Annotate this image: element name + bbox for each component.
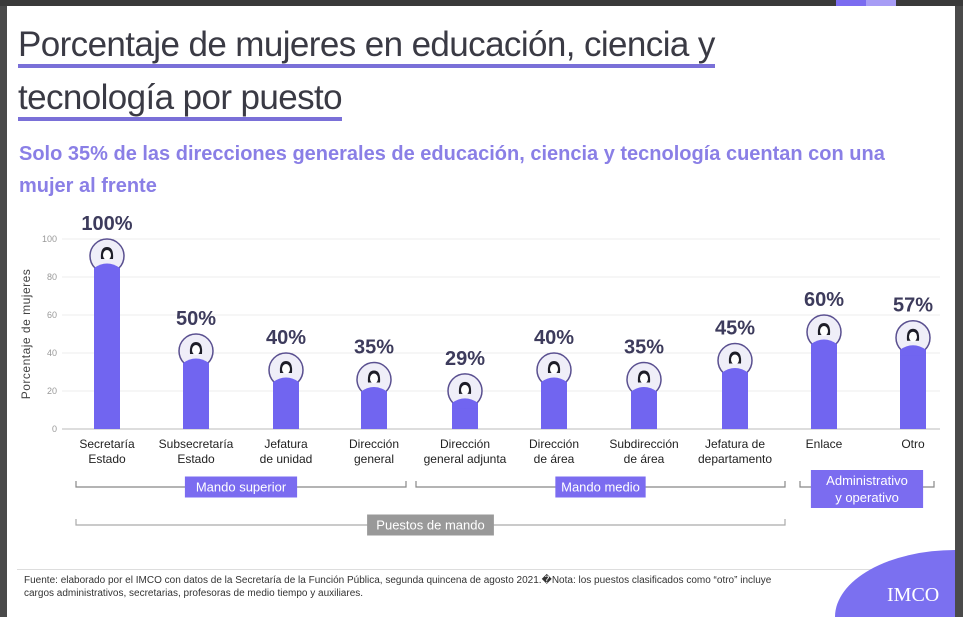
woman-face-icon xyxy=(282,364,290,374)
x-tick-label: Estado xyxy=(88,452,126,466)
bar xyxy=(94,260,120,429)
y-tick-label: 20 xyxy=(47,386,57,396)
x-tick-label: Dirección xyxy=(440,437,490,451)
footnote-line: Fuente: elaborado por el IMCO con datos … xyxy=(24,575,772,586)
x-tick-label: Otro xyxy=(901,437,925,451)
data-label: 57% xyxy=(893,295,933,317)
subtitle: Solo 35% de las direcciones generales de… xyxy=(19,143,885,197)
woman-face-icon xyxy=(550,364,558,374)
x-tick-label: Subsecretaría xyxy=(159,437,234,451)
data-label: 40% xyxy=(266,327,306,349)
x-tick-label: departamento xyxy=(698,452,772,466)
group-label: y operativo xyxy=(835,490,899,505)
bar-cap xyxy=(183,358,209,369)
x-tick-label: de unidad xyxy=(260,452,313,466)
bar-cap xyxy=(452,398,478,409)
group-label: Mando superior xyxy=(196,480,287,495)
group-label-box xyxy=(810,470,924,508)
group-label-box xyxy=(367,514,494,536)
x-tick-label: de área xyxy=(624,452,665,466)
y-tick-label: 100 xyxy=(42,234,57,244)
woman-face-icon xyxy=(370,373,378,384)
imco-logo: IMCO xyxy=(887,584,940,606)
footnote-line: cargos administrativos, secretarias, pro… xyxy=(24,588,364,599)
x-tick-label: Subdirección xyxy=(609,437,678,451)
data-label: 29% xyxy=(445,348,485,370)
data-label: 35% xyxy=(354,337,394,359)
top-tab xyxy=(866,0,896,6)
footnote: Fuente: elaborado por el IMCO con datos … xyxy=(24,574,824,600)
woman-face-icon xyxy=(192,345,200,355)
x-tick-label: Estado xyxy=(177,452,215,466)
x-tick-label: Dirección xyxy=(529,437,579,451)
group-label: Puestos de mando xyxy=(376,518,484,533)
y-tick-label: 80 xyxy=(47,272,57,282)
y-tick-label: 60 xyxy=(47,310,57,320)
x-tick-label: general adjunta xyxy=(424,452,507,466)
window-top-bar xyxy=(0,0,963,6)
bar-cap xyxy=(900,345,926,356)
data-label: 45% xyxy=(715,318,755,340)
woman-face-icon xyxy=(103,250,111,260)
infographic-card: Porcentaje de mujeres en educación, cien… xyxy=(7,6,955,617)
top-tab xyxy=(836,0,866,6)
bar xyxy=(811,336,837,429)
data-label: 35% xyxy=(624,337,664,359)
page-title: Porcentaje de mujeres en educación, cien… xyxy=(18,18,715,124)
bar-cap xyxy=(722,368,748,379)
woman-face-icon xyxy=(731,354,739,365)
y-tick-label: 40 xyxy=(47,348,57,358)
bar-chart: 0 20 40 60 80 100 Porcentaje de mujeres 100% Sec… xyxy=(19,213,940,536)
x-tick-label: Enlace xyxy=(806,437,843,451)
title-line: tecnología por puesto xyxy=(18,78,343,121)
x-tick-label: Jefatura de xyxy=(705,437,765,451)
bar-cap xyxy=(273,377,299,388)
woman-face-icon xyxy=(909,331,917,342)
woman-face-icon xyxy=(820,326,828,336)
group-label-box xyxy=(555,476,646,498)
data-label: 50% xyxy=(176,308,216,330)
woman-face-icon xyxy=(640,373,648,384)
data-label: 40% xyxy=(534,327,574,349)
bar-cap xyxy=(631,387,657,398)
x-tick-label: Jefatura xyxy=(264,437,308,451)
group-label: Administrativo xyxy=(826,473,908,488)
title-line: Porcentaje de mujeres en educación, cien… xyxy=(18,25,715,68)
x-tick-label: de área xyxy=(534,452,575,466)
woman-face-icon xyxy=(461,384,469,395)
x-tick-label: general xyxy=(354,452,394,466)
bar xyxy=(900,341,926,429)
y-tick-label: 0 xyxy=(52,424,57,434)
y-axis-label: Porcentaje de mujeres xyxy=(19,269,33,400)
group-label-box xyxy=(184,476,298,498)
group-label: Mando medio xyxy=(561,480,640,495)
x-tick-label: Secretaría xyxy=(79,437,135,451)
bar-cap xyxy=(361,387,387,398)
bar-cap xyxy=(541,377,567,388)
x-tick-label: Dirección xyxy=(349,437,399,451)
data-label: 100% xyxy=(81,213,132,235)
bar-cap xyxy=(94,263,120,274)
data-label: 60% xyxy=(804,289,844,311)
divider xyxy=(17,569,937,570)
bar-cap xyxy=(811,339,837,350)
